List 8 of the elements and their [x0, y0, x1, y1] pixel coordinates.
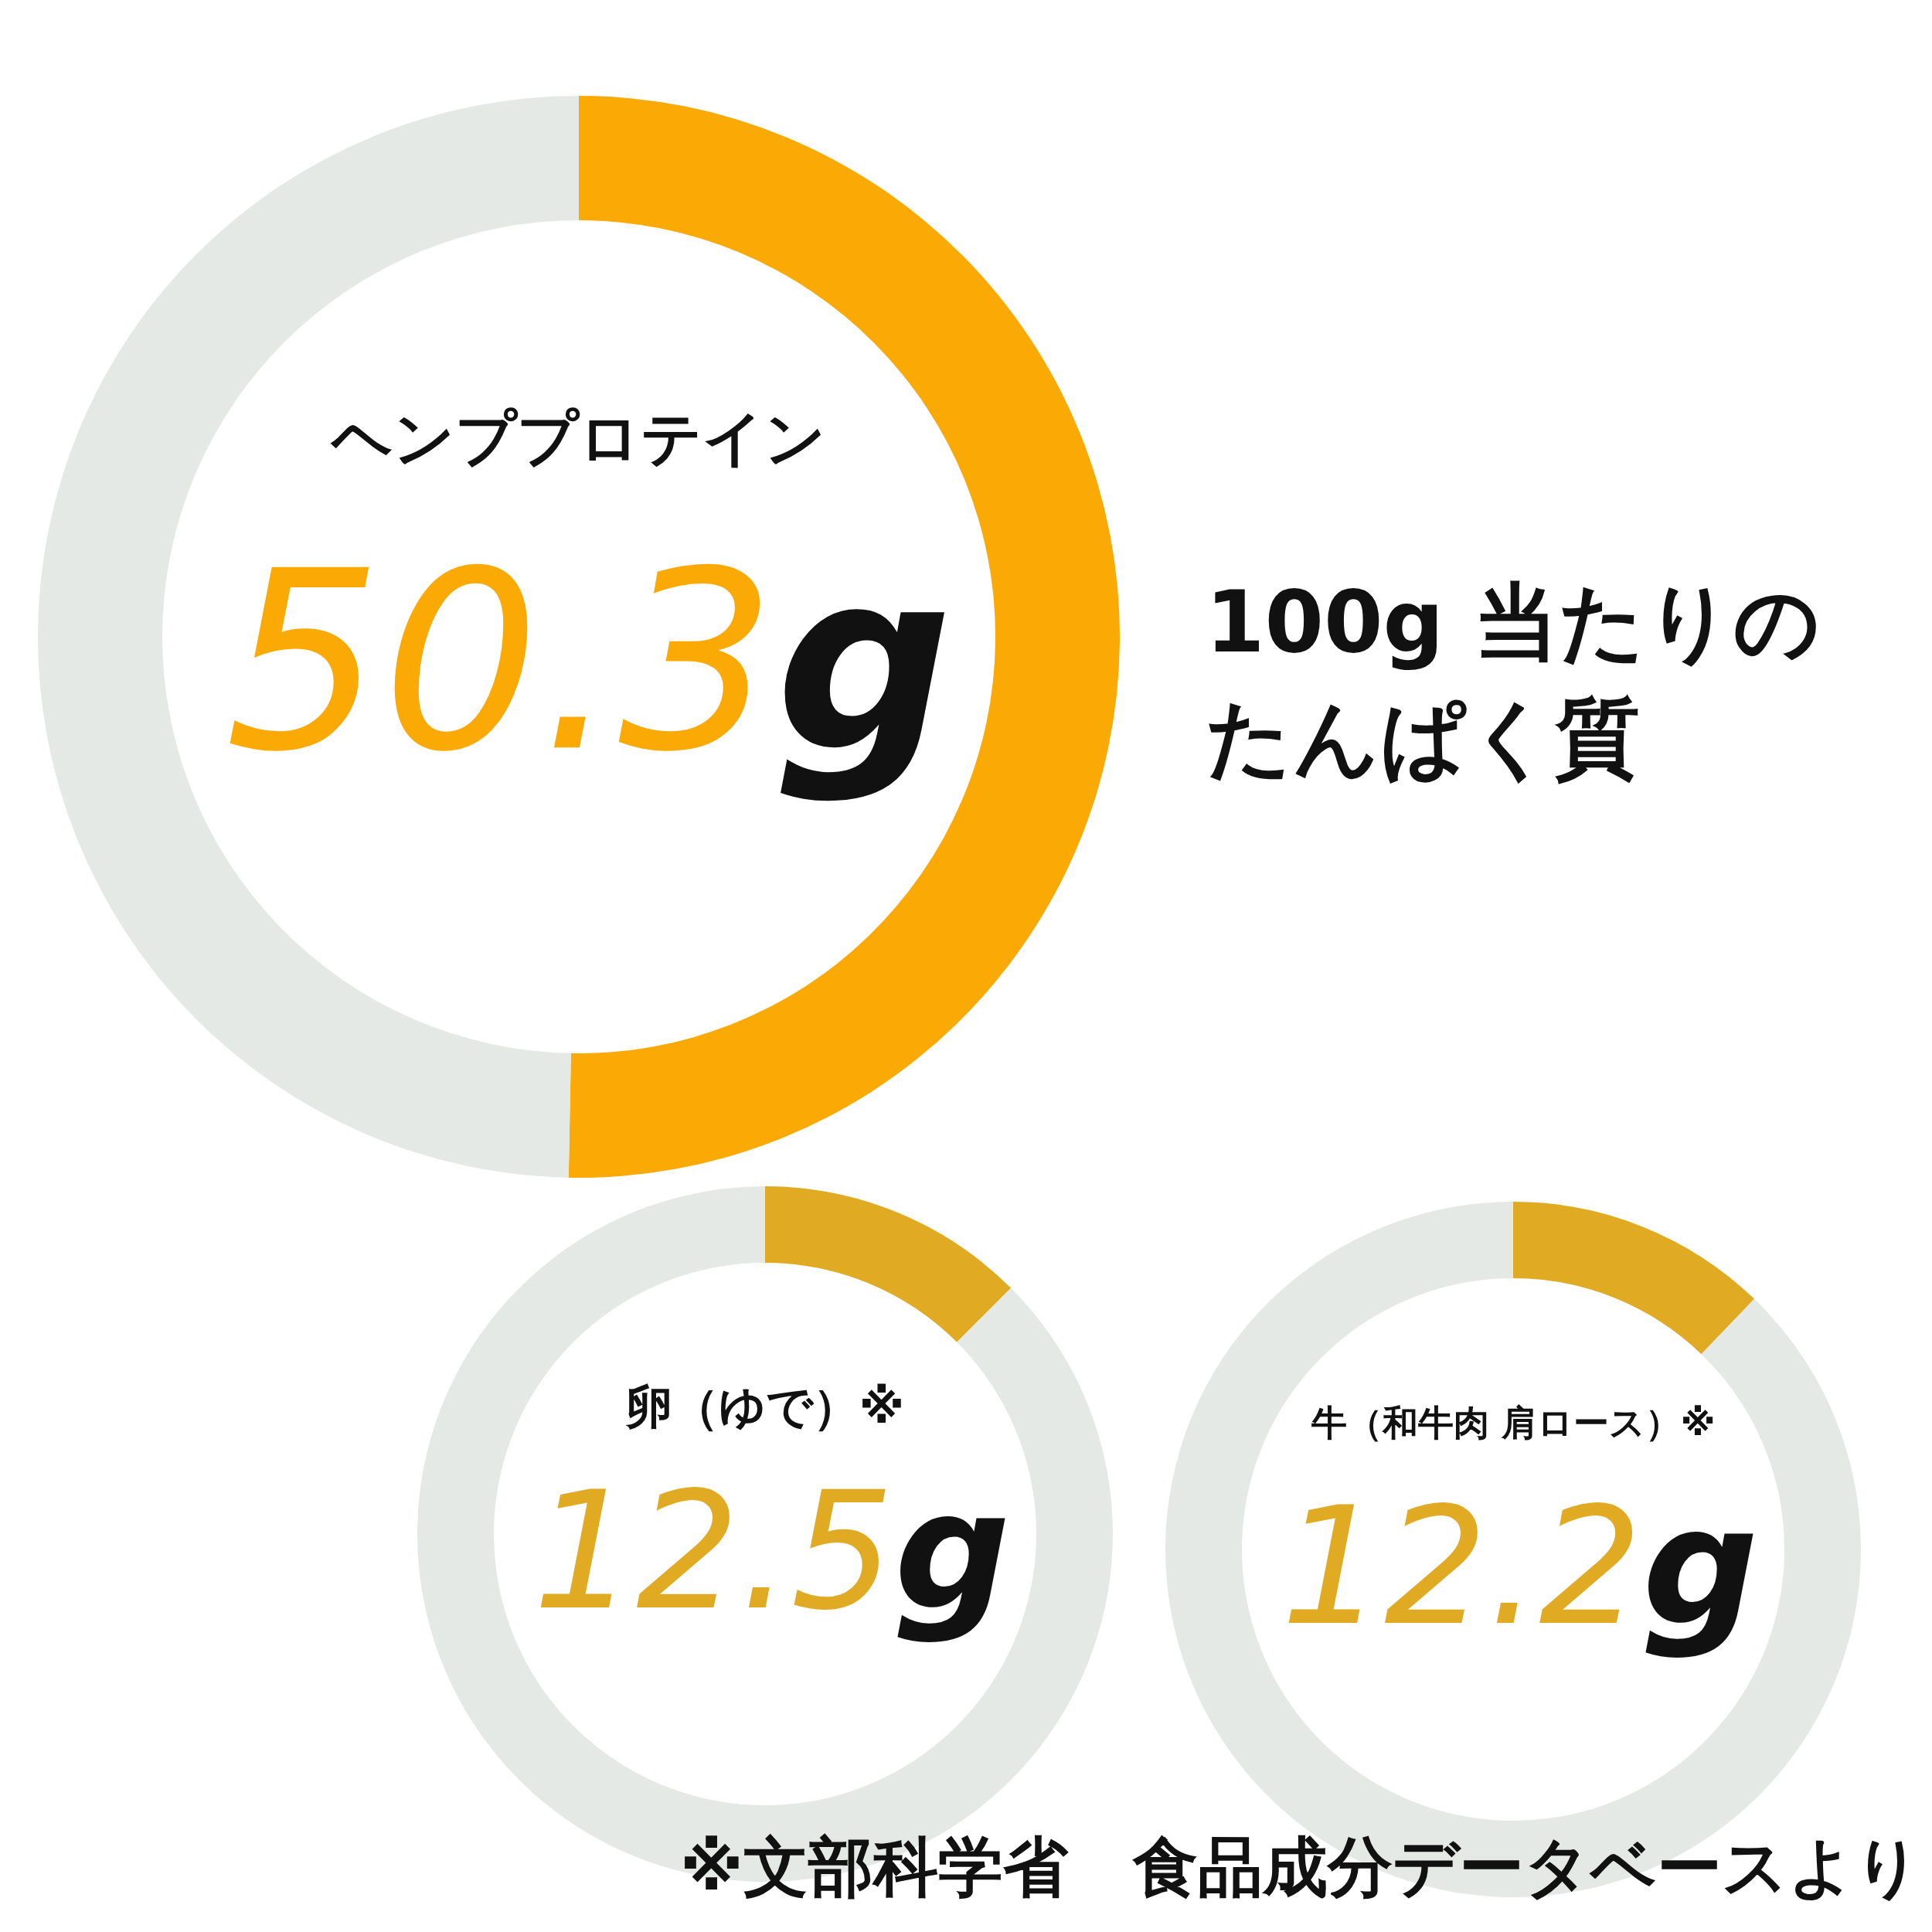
- slice-label: ヘンププロテイン: [330, 403, 826, 474]
- data-label: 50.3g: [225, 518, 953, 806]
- slice-label: 卵（ゆで）※: [624, 1379, 905, 1434]
- slice-label: 牛（和牛肉 肩ロース）※: [1311, 1401, 1716, 1444]
- data-label: 12.2g: [1281, 1471, 1759, 1662]
- text: 100g 当たりのたんぱく質: [1206, 572, 1821, 789]
- text: ※文部科学省 食品成分データベースより: [680, 1828, 1921, 1906]
- data-label: 12.5g: [532, 1456, 1011, 1646]
